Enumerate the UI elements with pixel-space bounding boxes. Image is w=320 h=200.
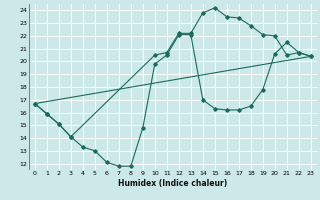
X-axis label: Humidex (Indice chaleur): Humidex (Indice chaleur)	[118, 179, 228, 188]
